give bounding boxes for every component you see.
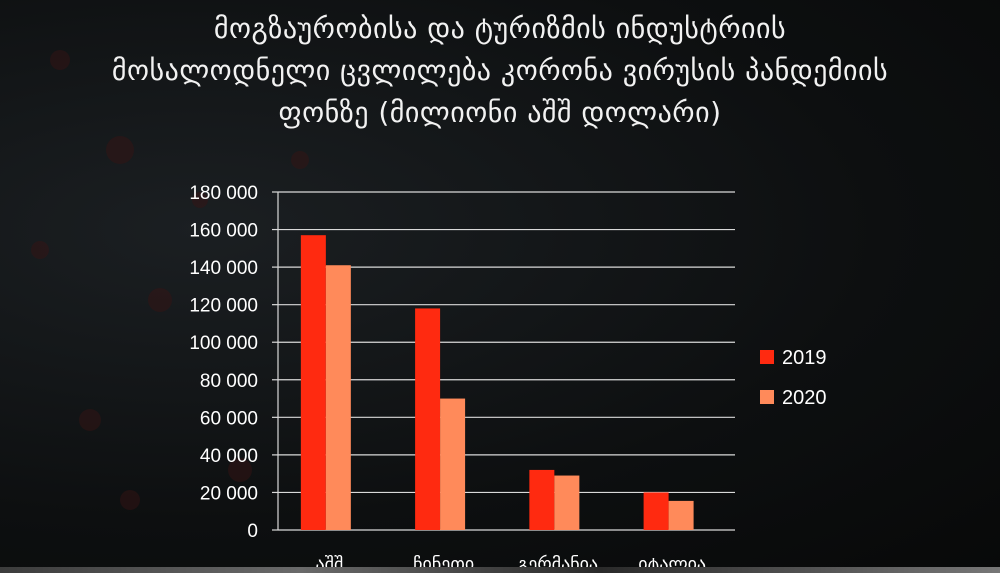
y-tick-label: 60 000 bbox=[200, 408, 258, 429]
chart-title-line-1: მოგზაურობისა და ტურიზმის ინდუსტრიის bbox=[213, 12, 787, 45]
bar-2019-0 bbox=[300, 235, 326, 530]
y-tick-label: 180 000 bbox=[189, 183, 258, 204]
y-tick-label: 40 000 bbox=[200, 446, 258, 467]
y-axis-ticks: 0 20 000 40 000 60 000 80 000 100 000 120 000 1… bbox=[189, 183, 258, 542]
bars bbox=[300, 235, 694, 530]
y-tick-label: 20 000 bbox=[200, 483, 258, 504]
chart-title: მოგზაურობისა და ტურიზმის ინდუსტრიის მოსა… bbox=[40, 8, 960, 134]
y-tick-label: 160 000 bbox=[189, 221, 258, 242]
y-tick-label: 100 000 bbox=[189, 333, 258, 354]
bar-2019-2 bbox=[529, 469, 555, 530]
y-tick-label: 120 000 bbox=[189, 296, 258, 317]
bar-2020-0 bbox=[325, 265, 351, 530]
chart-title-line-3: ფონზე (მილიონი აშშ დოლარი) bbox=[278, 96, 722, 129]
legend-label: 2020 bbox=[782, 387, 827, 409]
y-tick-label: 80 000 bbox=[200, 371, 258, 392]
bar-2020-2 bbox=[554, 475, 580, 530]
legend: 2019 2020 bbox=[760, 347, 827, 409]
y-tick-label: 0 bbox=[247, 521, 258, 542]
chart-title-line-2: მოსალოდნელი ცვლილება კორონა ვირუსის პანდ… bbox=[111, 54, 889, 87]
legend-swatch-2020 bbox=[760, 390, 774, 404]
legend-label: 2019 bbox=[782, 347, 827, 369]
bar-2020-3 bbox=[668, 500, 694, 530]
bar-2020-1 bbox=[440, 398, 466, 530]
bottom-taskbar-strip bbox=[0, 567, 1000, 573]
y-tick-label: 140 000 bbox=[189, 258, 258, 279]
gridlines bbox=[272, 191, 735, 531]
legend-swatch-2019 bbox=[760, 350, 774, 364]
bar-2019-3 bbox=[643, 492, 669, 530]
bar-2019-1 bbox=[415, 308, 441, 530]
